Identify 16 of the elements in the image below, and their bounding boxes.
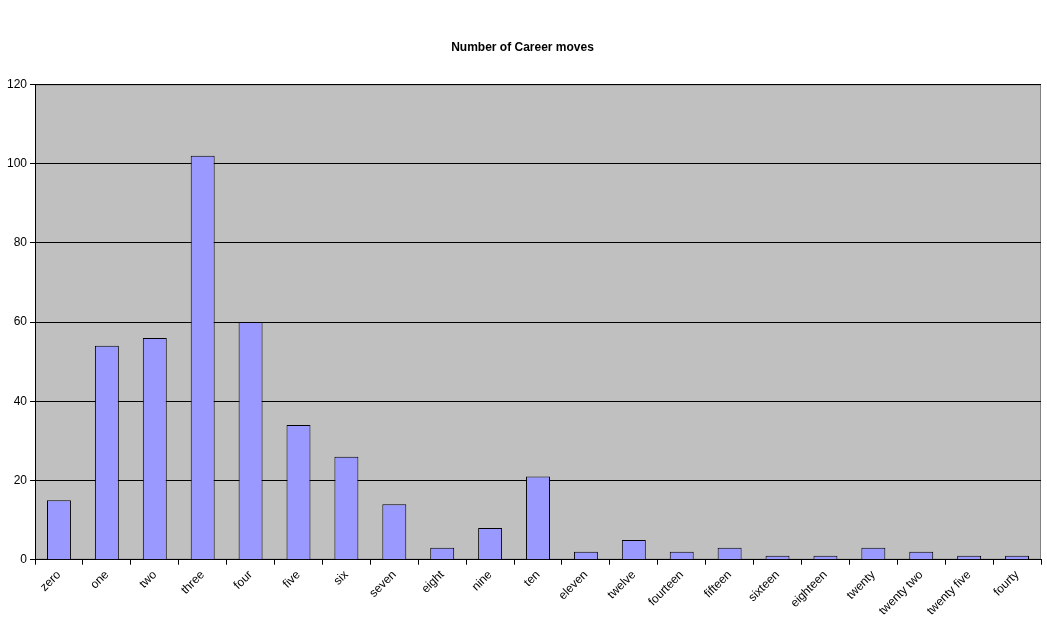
y-tick-label: 80: [13, 235, 28, 250]
x-tick-label: ten: [520, 567, 543, 590]
x-tick-label: four: [230, 567, 256, 592]
x-tick-label: two: [136, 567, 160, 591]
y-tick-label: 120: [6, 76, 28, 91]
x-tick-label: nine: [468, 567, 495, 594]
y-tick-label: 60: [13, 314, 28, 329]
y-tick-label: 100: [6, 155, 28, 170]
x-tick-label: one: [87, 567, 112, 592]
x-tick-label: five: [279, 567, 304, 591]
y-tick-label: 40: [13, 393, 28, 408]
chart-title: Number of Career moves: [451, 39, 595, 54]
y-tick-label: 0: [20, 552, 28, 567]
x-tick-label: six: [330, 567, 351, 588]
y-tick-label: 20: [13, 472, 28, 487]
x-tick-label: zero: [37, 567, 64, 594]
